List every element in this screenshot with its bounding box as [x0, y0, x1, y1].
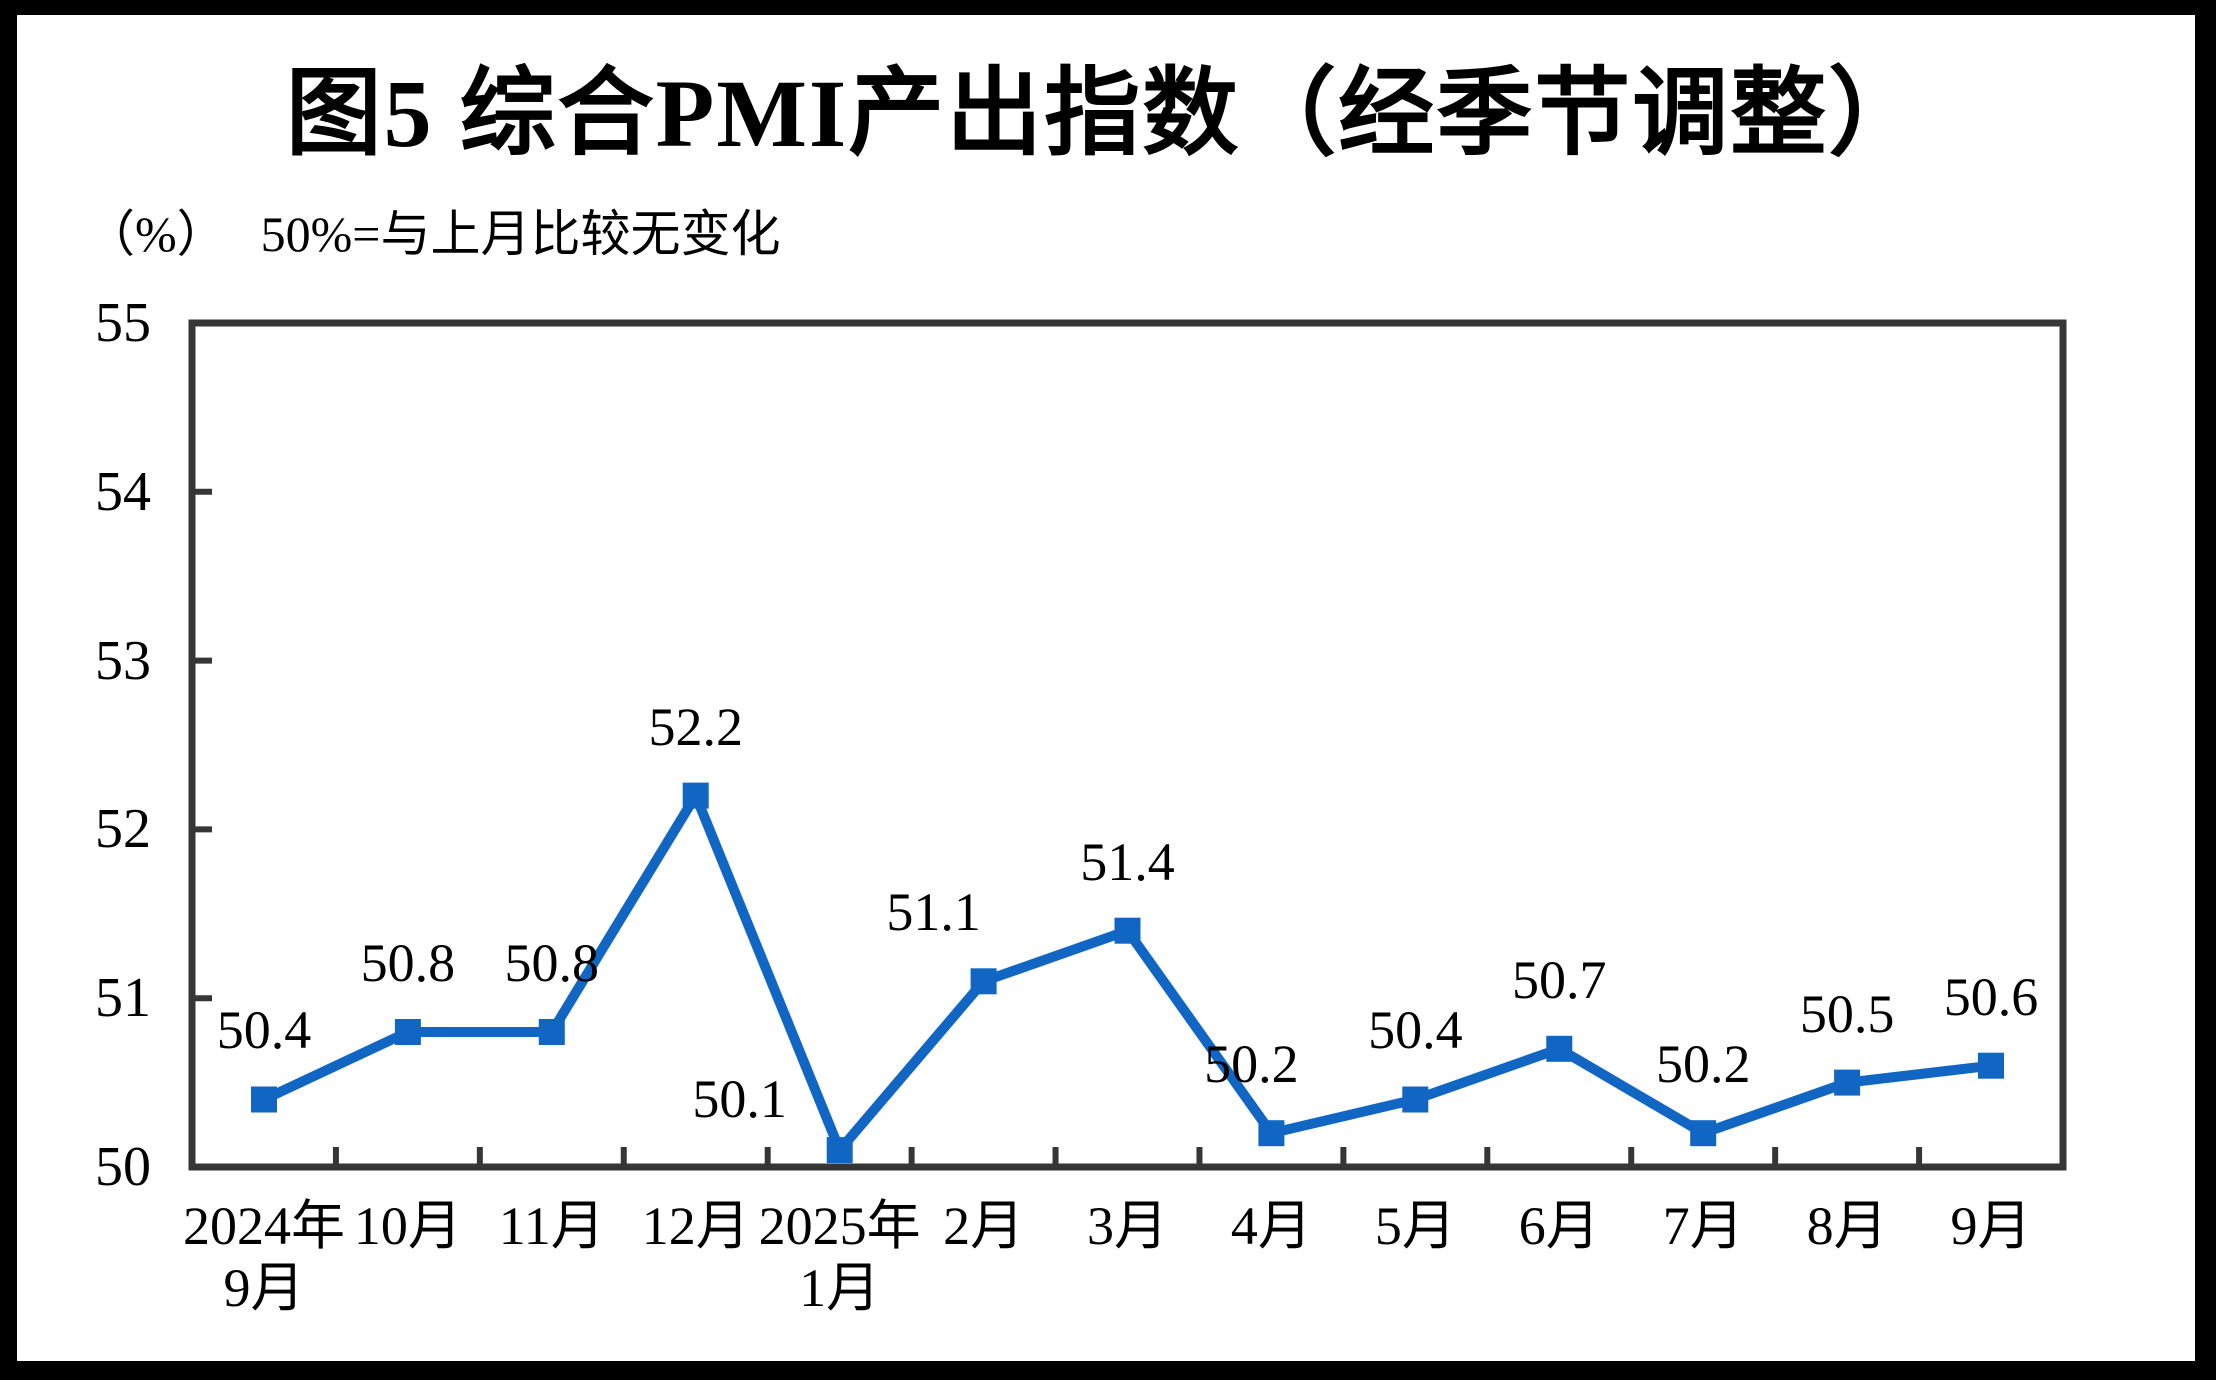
- x-axis-label-line1: 5月: [1374, 1196, 1456, 1256]
- chart-title: 图5 综合PMI产出指数（经季节调整）: [285, 60, 1927, 167]
- x-axis-label-line2: 1月: [799, 1258, 881, 1318]
- y-axis-label: 55: [95, 292, 151, 354]
- x-axis-label-line1: 10月: [353, 1196, 462, 1256]
- x-axis-label-line1: 11月: [498, 1196, 605, 1256]
- data-point-label: 51.4: [1080, 831, 1175, 892]
- data-point-label: 50.5: [1799, 983, 1895, 1044]
- plot-border: [188, 319, 2067, 1171]
- data-point-label: 50.8: [360, 932, 456, 993]
- y-axis-label: 50: [95, 1136, 151, 1198]
- data-point-marker: [826, 1137, 853, 1164]
- data-point-marker: [682, 782, 709, 809]
- y-axis-label: 53: [95, 629, 151, 692]
- x-axis-label: 4月: [1161, 1195, 1381, 1257]
- x-axis-label-line1: 2月: [943, 1196, 1025, 1256]
- x-axis-label: 11月: [442, 1195, 662, 1257]
- data-point-marker: [1834, 1069, 1861, 1096]
- x-axis-label: 12月: [586, 1195, 806, 1257]
- data-point-label: 50.1: [692, 1069, 787, 1130]
- x-axis-label-line1: 12月: [641, 1196, 750, 1256]
- data-point-marker: [538, 1019, 565, 1045]
- data-point-marker: [1402, 1086, 1429, 1113]
- data-point-label: 50.8: [504, 932, 600, 993]
- data-point-label: 50.6: [1943, 966, 2039, 1027]
- data-point-label: 52.2: [648, 696, 743, 757]
- x-axis-label: 5月: [1305, 1195, 1525, 1257]
- x-axis-label: 7月: [1593, 1195, 1813, 1257]
- data-point-marker: [1546, 1035, 1573, 1062]
- x-axis-label: 2月: [874, 1195, 1094, 1257]
- x-axis-label-line1: 2025年: [758, 1196, 921, 1256]
- x-axis-label-line2: 9月: [223, 1258, 305, 1318]
- x-axis-label: 6月: [1449, 1195, 1669, 1257]
- pmi-line-chart: 50 51 52 53 54 55 2024年 9月 10月 11月 12月 2025年 1月 2月 3月 4…: [17, 15, 2195, 1361]
- data-point-marker: [394, 1019, 421, 1045]
- x-axis-label-line1: 2024年: [182, 1196, 345, 1256]
- x-axis-label: 8月: [1737, 1195, 1957, 1257]
- x-axis-label: 2025年 1月: [730, 1195, 950, 1319]
- data-point-marker: [1258, 1120, 1285, 1147]
- data-point-marker: [251, 1086, 277, 1113]
- data-point-label: 50.4: [216, 1000, 312, 1061]
- figure-canvas: 图5 综合PMI产出指数（经季节调整） （%） 50%=与上月比较无变化 50 5…: [17, 15, 2195, 1361]
- x-axis-label: 3月: [1018, 1195, 1238, 1257]
- data-point-label: 50.2: [1655, 1034, 1751, 1095]
- data-point-label: 50.4: [1368, 1000, 1463, 1061]
- y-axis-label: 52: [95, 798, 151, 861]
- chart-plot-area: [188, 319, 2067, 1171]
- x-axis-label-line1: 6月: [1518, 1196, 1600, 1256]
- y-axis-label: 51: [95, 967, 151, 1030]
- y-axis-label: 54: [95, 460, 151, 523]
- x-axis-label-line1: 7月: [1662, 1196, 1744, 1256]
- x-axis-label: 10月: [298, 1195, 518, 1257]
- data-point-label: 50.7: [1512, 949, 1607, 1010]
- data-point-label: 50.2: [1204, 1034, 1299, 1095]
- subtitle-row: （%） 50%=与上月比较无变化: [85, 207, 781, 261]
- y-axis-unit-label: （%）: [85, 206, 227, 262]
- data-point-marker: [1690, 1120, 1717, 1147]
- data-point-marker: [1114, 917, 1141, 944]
- data-point-label: 51.1: [886, 882, 981, 943]
- x-axis-label-line1: 4月: [1230, 1196, 1312, 1256]
- x-axis-label-line1: 9月: [1950, 1196, 2032, 1256]
- data-point-marker: [1978, 1052, 2004, 1079]
- reference-note: 50%=与上月比较无变化: [260, 206, 781, 262]
- x-axis-label-line1: 8月: [1806, 1196, 1888, 1256]
- x-axis-label: 2024年 9月: [154, 1195, 374, 1319]
- x-axis-label: 9月: [1881, 1195, 2101, 1257]
- x-axis-label-line1: 3月: [1087, 1196, 1168, 1256]
- data-point-marker: [970, 968, 997, 995]
